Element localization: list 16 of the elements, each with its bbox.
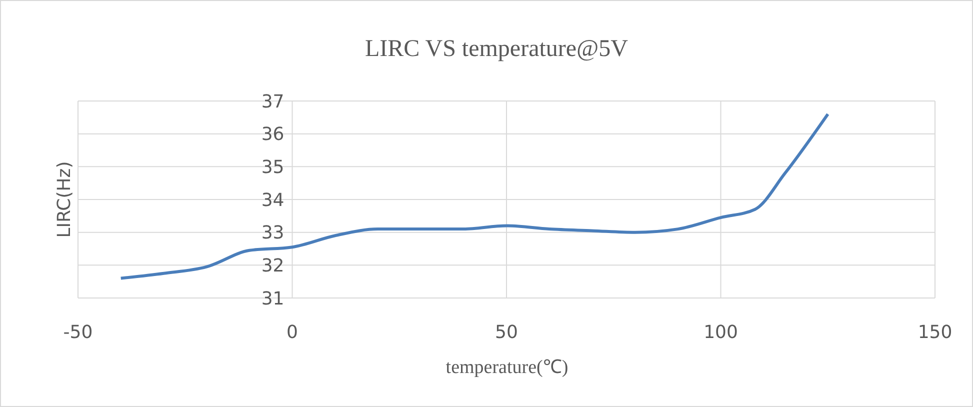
y-tick-label: 36 xyxy=(261,124,284,146)
x-axis-title: temperature(℃) xyxy=(446,357,568,378)
x-tick-label: 150 xyxy=(918,322,952,343)
y-tick-label: 34 xyxy=(261,190,284,211)
y-tick-label: 33 xyxy=(261,222,284,244)
line-series xyxy=(119,112,830,280)
x-tick-label: -50 xyxy=(63,322,93,343)
y-tick-label: 35 xyxy=(261,156,284,178)
y-tick-label: 31 xyxy=(261,288,284,310)
x-tick-label: 50 xyxy=(495,322,518,343)
y-tick-label: 37 xyxy=(261,91,284,112)
x-tick-label: 100 xyxy=(704,322,738,343)
y-tick-label: 32 xyxy=(261,255,284,276)
chart-title: LIRC VS temperature@5V xyxy=(365,36,629,62)
x-tick-label: 0 xyxy=(286,322,298,343)
y-axis-title: LIRC(Hz) xyxy=(54,161,75,238)
